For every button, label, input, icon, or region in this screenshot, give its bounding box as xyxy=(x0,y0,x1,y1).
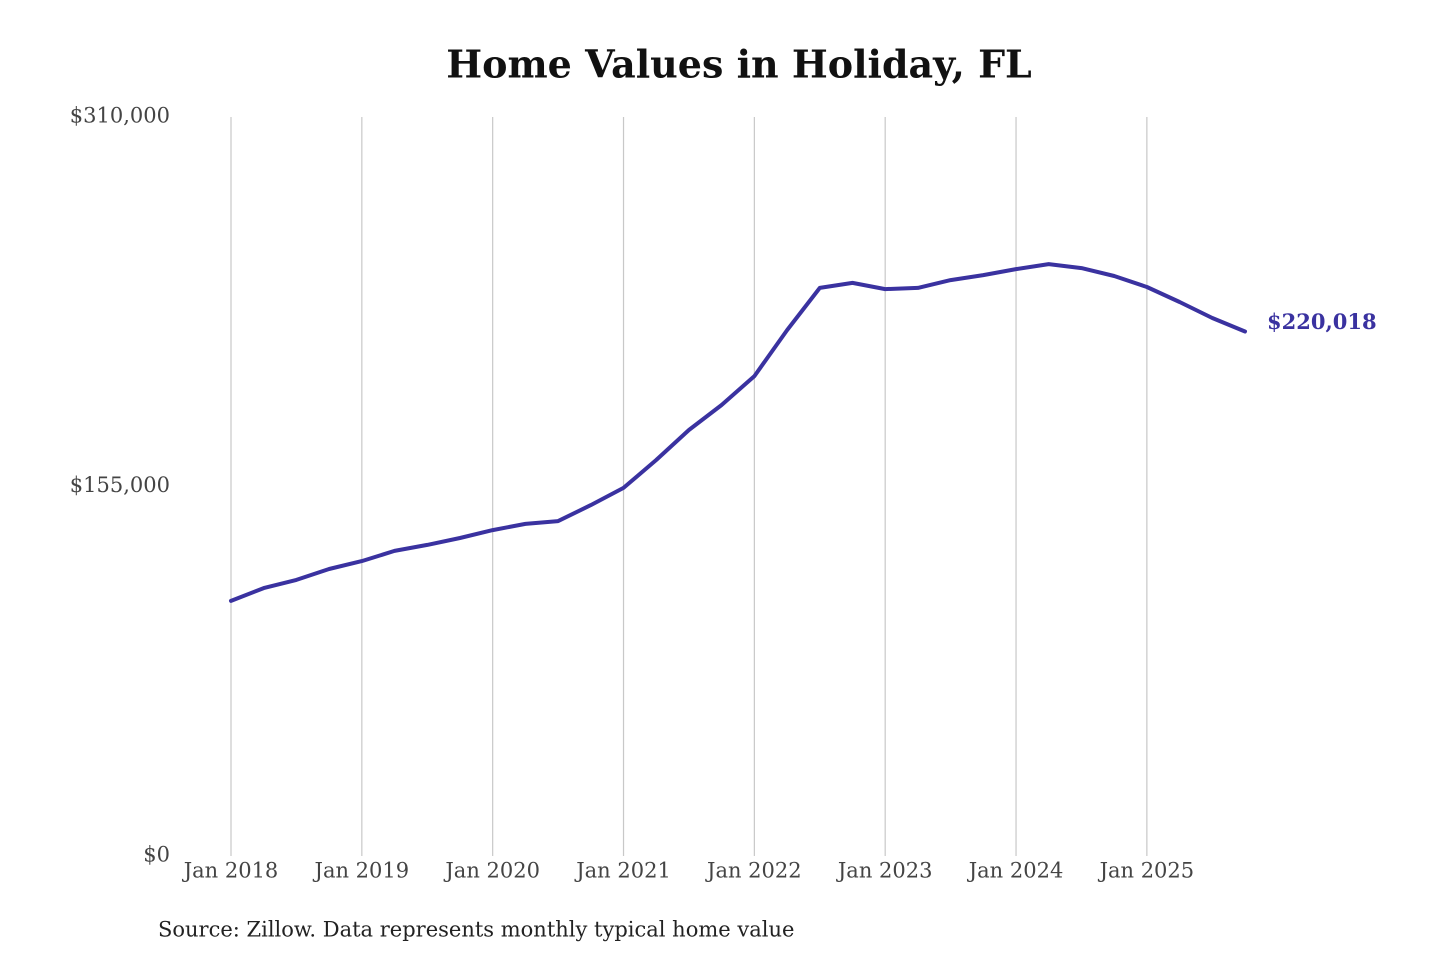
x-tick-label: Jan 2020 xyxy=(443,859,540,883)
line-series xyxy=(229,262,1247,603)
source-note: Source: Zillow. Data represents monthly … xyxy=(158,918,794,942)
y-tick-label: $0 xyxy=(143,843,170,867)
x-tick-label: Jan 2021 xyxy=(574,859,671,883)
x-tick-label: Jan 2018 xyxy=(182,859,279,883)
x-tick-label: Jan 2023 xyxy=(836,859,933,883)
y-tick-label: $310,000 xyxy=(70,104,170,128)
value-label: $220,018 xyxy=(1267,309,1377,334)
x-tick-label: Jan 2019 xyxy=(313,859,410,883)
x-tick-label: Jan 2022 xyxy=(705,859,802,883)
chart-title: Home Values in Holiday, FL xyxy=(446,42,1032,87)
x-tick-label: Jan 2024 xyxy=(967,859,1064,883)
y-tick-label: $155,000 xyxy=(70,473,170,497)
x-tick-label: Jan 2025 xyxy=(1098,859,1195,883)
